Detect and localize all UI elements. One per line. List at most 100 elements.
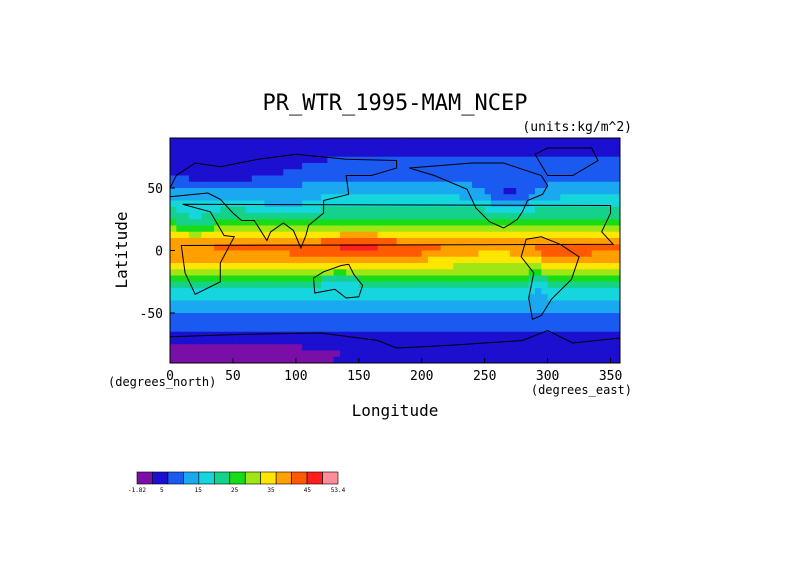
field-cell	[572, 281, 580, 289]
field-cell	[245, 300, 253, 308]
field-cell	[214, 169, 221, 177]
field-cell	[579, 156, 586, 164]
field-cell	[226, 181, 234, 189]
field-cell	[308, 200, 316, 208]
field-cell	[509, 263, 517, 270]
field-cell	[182, 138, 190, 145]
field-cell	[201, 275, 209, 283]
field-cell	[560, 213, 568, 220]
field-cell	[604, 156, 612, 164]
field-cell	[465, 356, 473, 363]
field-cell	[195, 338, 203, 345]
field-cell	[302, 169, 310, 177]
field-cell	[346, 225, 354, 233]
field-cell	[245, 306, 253, 314]
field-cell	[302, 338, 310, 345]
field-cell	[591, 225, 599, 233]
field-cell	[239, 356, 247, 363]
field-cell	[402, 288, 410, 295]
field-cell	[346, 238, 354, 245]
field-cell	[610, 213, 618, 220]
field-cell	[446, 344, 454, 352]
field-cell	[610, 350, 618, 358]
field-cell	[566, 156, 574, 164]
field-cell	[207, 319, 215, 327]
field-cell	[616, 350, 620, 358]
field-cell	[251, 231, 259, 239]
field-cell	[446, 194, 454, 202]
field-cell	[503, 344, 511, 352]
field-cell	[352, 238, 360, 245]
field-cell	[270, 313, 278, 320]
field-cell	[415, 281, 423, 289]
field-cell	[440, 213, 448, 220]
field-cell	[409, 263, 417, 270]
field-cell	[434, 238, 442, 245]
field-cell	[214, 350, 221, 358]
field-cell	[327, 188, 335, 195]
field-cell	[358, 263, 366, 270]
field-cell	[497, 206, 505, 214]
field-cell	[566, 306, 574, 314]
field-cell	[245, 294, 253, 302]
field-cell	[591, 219, 599, 227]
field-cell	[446, 163, 454, 170]
field-cell	[352, 213, 360, 220]
field-cell	[226, 200, 234, 208]
field-cell	[453, 344, 461, 352]
field-cell	[383, 225, 391, 233]
field-cell	[440, 206, 448, 214]
field-cell	[245, 169, 253, 177]
field-cell	[358, 150, 366, 158]
field-cell	[390, 294, 398, 302]
field-cell	[528, 263, 536, 270]
field-cell	[465, 269, 473, 277]
field-cell	[553, 256, 561, 264]
field-cell	[415, 331, 423, 339]
field-cell	[232, 250, 240, 258]
field-cell	[289, 244, 297, 252]
field-cell	[245, 213, 253, 220]
field-cell	[321, 256, 328, 264]
field-cell	[616, 331, 620, 339]
field-cell	[308, 356, 316, 363]
field-cell	[226, 294, 234, 302]
field-cell	[264, 300, 272, 308]
field-cell	[321, 169, 328, 177]
field-cell	[276, 300, 284, 308]
field-cell	[239, 306, 247, 314]
field-cell	[377, 269, 385, 277]
field-cell	[195, 138, 203, 145]
field-cell	[176, 200, 184, 208]
field-cell	[232, 163, 240, 170]
field-cell	[346, 219, 354, 227]
field-cell	[560, 344, 568, 352]
field-cell	[182, 188, 190, 195]
field-cell	[352, 294, 360, 302]
field-cell	[604, 288, 612, 295]
field-cell	[276, 138, 284, 145]
field-cell	[239, 175, 247, 183]
field-cell	[604, 150, 612, 158]
field-cell	[321, 231, 328, 239]
field-cell	[283, 219, 291, 227]
field-cell	[251, 275, 259, 283]
field-cell	[308, 350, 316, 358]
field-cell	[383, 163, 391, 170]
field-cell	[371, 356, 379, 363]
field-cell	[182, 244, 190, 252]
field-cell	[516, 231, 524, 239]
field-cell	[434, 225, 442, 233]
field-cell	[516, 263, 524, 270]
field-cell	[201, 188, 209, 195]
field-cell	[560, 356, 568, 363]
field-cell	[327, 231, 335, 239]
field-cell	[597, 213, 605, 220]
field-cell	[220, 275, 228, 283]
field-cell	[528, 144, 536, 152]
field-cell	[327, 200, 335, 208]
field-cell	[352, 281, 360, 289]
field-cell	[283, 275, 291, 283]
field-cell	[170, 200, 177, 208]
field-cell	[409, 169, 417, 177]
